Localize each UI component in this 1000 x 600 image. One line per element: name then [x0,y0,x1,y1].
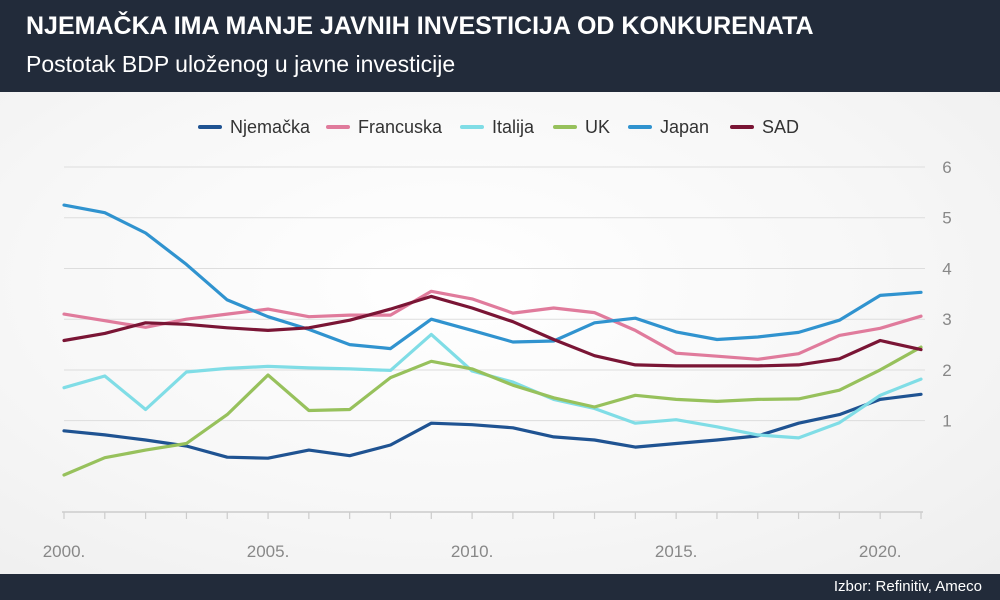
legend-item: UK [553,117,610,137]
legend: Njemačka Francuska Italija UK Japan SAD [198,117,799,137]
y-tick-label: 6 [942,158,951,177]
legend-item: Francuska [326,117,443,137]
gridlines [64,166,925,422]
y-tick-label: 2 [942,361,951,380]
source-note: Izbor: Refinitiv, Ameco [833,578,982,595]
legend-item: SAD [730,117,799,137]
y-tick-label: 4 [942,259,951,278]
axes: 1 2 3 4 5 6 2000. 2005. 2010. 2015. 2020. [43,158,952,561]
legend-label: Italija [492,117,535,137]
x-tick-label: 2005. [247,542,290,561]
y-tick-label: 5 [942,209,951,228]
series-line-italija [62,332,923,440]
series-line-japan [62,203,923,351]
x-tick-label: 2010. [451,542,494,561]
header-bar: NJEMAČKA IMA MANJE JAVNIH INVESTICIJA OD… [0,0,1000,92]
legend-label: Francuska [358,117,443,137]
legend-label: UK [585,117,610,137]
legend-item: Njemačka [198,117,311,137]
legend-item: Japan [628,117,709,137]
series-line-njemačka [62,392,923,460]
legend-label: Njemačka [230,117,311,137]
x-tick-label: 2015. [655,542,698,561]
y-tick-label: 3 [942,310,951,329]
x-tick-label: 2020. [859,542,902,561]
chart-title: NJEMAČKA IMA MANJE JAVNIH INVESTICIJA OD… [26,12,814,40]
y-tick-label: 1 [942,412,951,431]
series-line-francuska [62,289,923,361]
legend-item: Italija [460,117,535,137]
chart-subtitle: Postotak BDP uloženog u javne investicij… [26,51,456,77]
footer-bar: Izbor: Refinitiv, Ameco [0,574,1000,600]
legend-label: SAD [762,117,799,137]
legend-label: Japan [660,117,709,137]
series-line-uk [62,345,923,477]
chart-area [0,92,1000,574]
series-lines [62,203,923,477]
series-line-sad [62,294,923,368]
x-tick-label: 2000. [43,542,86,561]
